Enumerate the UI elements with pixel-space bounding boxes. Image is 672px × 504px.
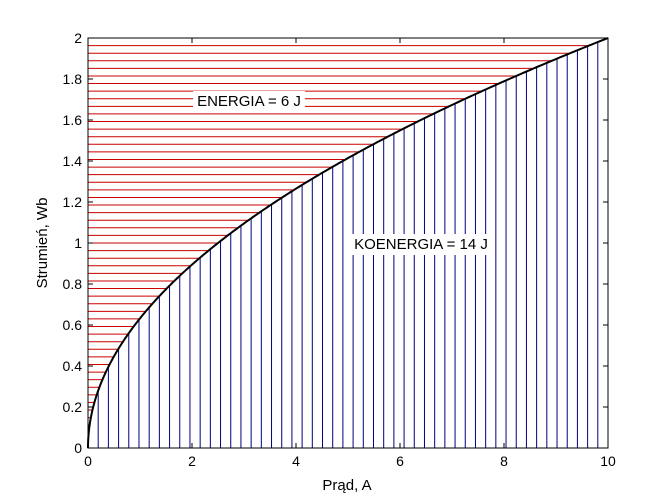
y-tick-label: 0.6 [63,317,83,333]
y-tick-label: 0.4 [63,358,83,374]
x-tick-label: 4 [292,453,300,469]
energy-label: ENERGIA = 6 J [197,93,301,110]
curve-layer [87,37,609,448]
y-tick-label: 1.6 [63,112,83,128]
y-tick-label: 2 [74,30,82,46]
y-tick-label: 0.2 [63,399,83,415]
x-tick-label: 0 [84,453,92,469]
coenergy-label-background [350,234,492,255]
ticks-layer: 0 2 4 6 8 10 0 0.2 0.4 0.6 0.8 1 1.2 1.4 1.6 1.8 2 [63,30,616,469]
y-axis-label: Strumień, Wb [34,198,51,289]
hatch-layer [88,37,609,448]
y-tick-label: 0 [74,440,82,456]
flux-current-curve [87,37,609,448]
x-tick-label: 2 [188,453,196,469]
x-tick-label: 6 [396,453,404,469]
x-tick-label: 10 [600,453,616,469]
x-axis-label: Prąd, A [322,477,371,494]
y-tick-label: 0.8 [63,276,83,292]
y-tick-label: 1.2 [63,194,83,210]
y-tick-label: 1 [74,235,82,251]
coenergy-label: KOENERGIA = 14 J [354,236,488,253]
energy-label-background [193,91,305,112]
x-tick-label: 8 [500,453,508,469]
y-tick-label: 1.8 [63,71,83,87]
energy-annotation: ENERGIA = 6 J [193,91,305,112]
y-tick-label: 1.4 [63,153,83,169]
coenergy-annotation: KOENERGIA = 14 J [350,234,492,255]
